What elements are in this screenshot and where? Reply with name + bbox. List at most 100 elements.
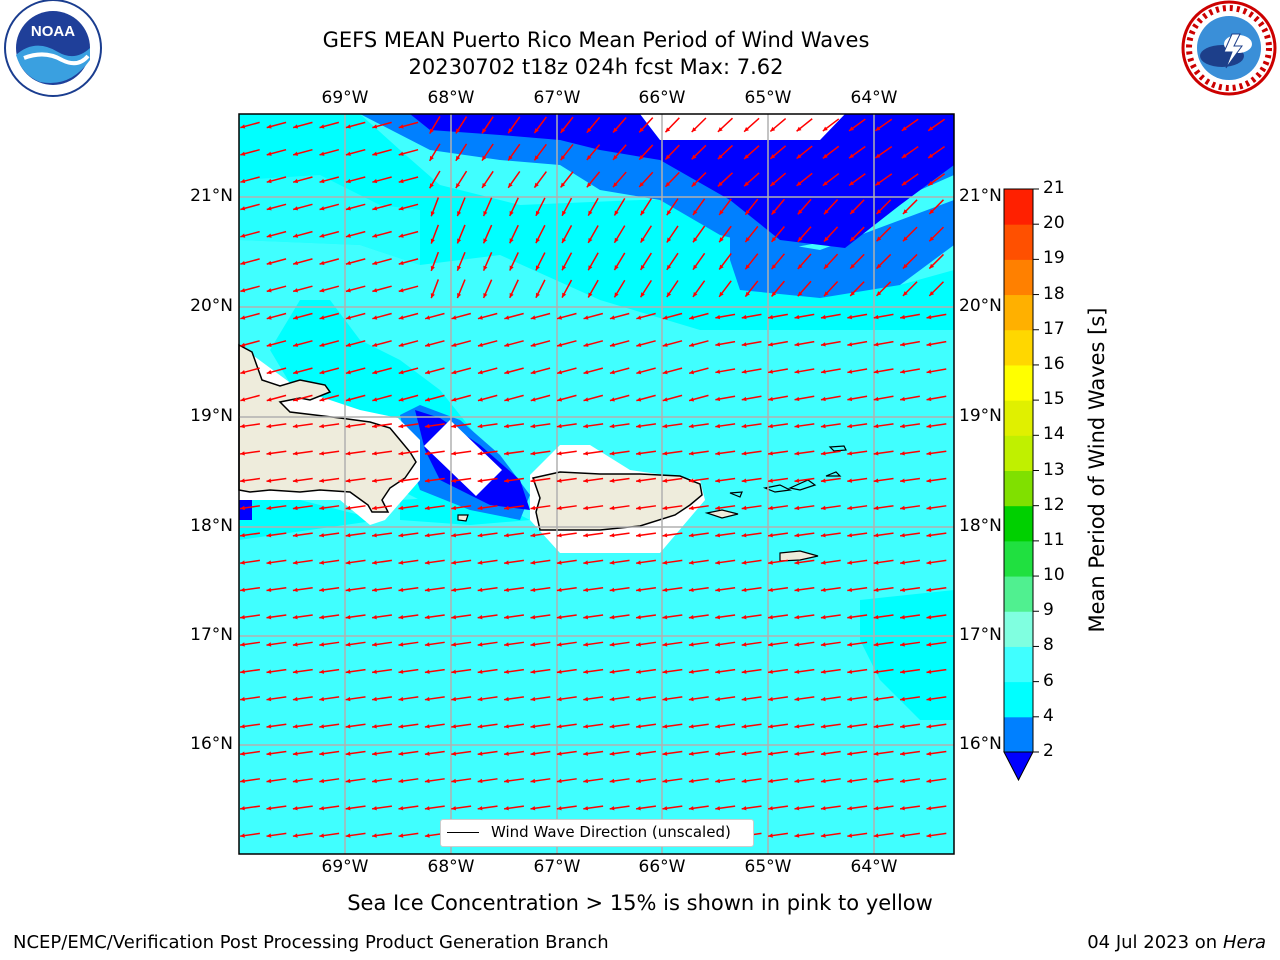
- colorbar-tick-label: 18: [1043, 283, 1065, 304]
- lon-label-bottom: 67°W: [533, 857, 581, 877]
- wave-arrow-head: [504, 587, 509, 593]
- wave-arrow-head: [398, 833, 404, 838]
- wave-arrow-head: [483, 238, 488, 244]
- wave-arrow-head: [451, 669, 457, 674]
- wave-arrow-head: [556, 806, 562, 811]
- wave-arrow-head: [794, 533, 800, 538]
- wave-arrow-head: [744, 127, 749, 132]
- wave-arrow-head: [768, 560, 773, 565]
- colorbar-segment: [1004, 364, 1033, 401]
- wave-arrow-head: [372, 669, 377, 674]
- wave-arrow-head: [292, 533, 298, 538]
- wave-arrow-head: [372, 505, 377, 511]
- wave-arrow-head: [662, 751, 668, 756]
- wave-arrow-head: [398, 342, 404, 347]
- wave-arrow-head: [560, 127, 566, 133]
- wave-arrow-head: [900, 833, 905, 838]
- wave-arrow-head: [530, 370, 536, 375]
- wave-arrow-head: [820, 669, 826, 674]
- wave-arrow-head: [240, 505, 245, 511]
- legend-line-sample: [447, 832, 479, 833]
- wave-arrow-head: [562, 292, 567, 298]
- wave-arrow-head: [873, 778, 879, 784]
- wave-arrow-head: [928, 153, 934, 159]
- wave-arrow-head: [662, 806, 668, 811]
- wave-arrow-head: [293, 178, 299, 184]
- wave-arrow-head: [666, 237, 672, 243]
- wave-arrow-head: [583, 397, 589, 402]
- wave-arrow-head: [372, 151, 378, 156]
- wave-arrow-head: [477, 533, 483, 538]
- colorbar-tick-label: 11: [1043, 529, 1065, 550]
- wave-arrow-head: [820, 478, 826, 483]
- lat-label-right: 17°N: [959, 625, 1002, 645]
- wave-arrow-head: [662, 642, 668, 647]
- colorbar-segment: [1004, 681, 1033, 718]
- wave-arrow-head: [372, 342, 378, 347]
- wave-arrow-head: [530, 451, 536, 456]
- wave-arrow-head: [692, 292, 698, 297]
- wave-arrow-head: [509, 238, 514, 244]
- wave-arrow-head: [636, 533, 641, 538]
- wave-arrow-head: [457, 265, 462, 271]
- wave-arrow-head: [900, 751, 905, 756]
- wave-arrow-head: [534, 128, 539, 134]
- wave-arrow-head: [873, 833, 879, 838]
- wave-arrow-head: [240, 533, 245, 538]
- wave-arrow-head: [398, 178, 404, 184]
- wave-arrow-head: [873, 533, 879, 538]
- wave-arrow-head: [873, 724, 879, 729]
- wave-arrow-head: [745, 209, 750, 215]
- wave-arrow-head: [429, 183, 434, 189]
- wave-arrow-head: [266, 423, 272, 429]
- wave-arrow-head: [902, 291, 908, 296]
- wave-arrow-head: [636, 451, 641, 456]
- sea-ice-caption: Sea Ice Concentration > 15% is shown in …: [347, 891, 933, 915]
- wave-arrow-head: [293, 260, 299, 266]
- wave-arrow-head: [688, 696, 694, 702]
- wave-arrow-head: [530, 315, 536, 320]
- wave-arrow-head: [636, 370, 642, 375]
- wave-arrow-head: [451, 615, 457, 620]
- wave-arrow-head: [847, 833, 853, 838]
- wave-arrow-head: [636, 615, 641, 620]
- wave-arrow-head: [662, 724, 668, 729]
- wave-arrow-head: [556, 478, 562, 483]
- wave-arrow-head: [530, 669, 536, 674]
- wave-arrow-head: [240, 260, 246, 266]
- wave-arrow-head: [556, 778, 562, 784]
- wave-arrow-head: [562, 265, 567, 271]
- wave-arrow-head: [477, 642, 483, 647]
- map-legend: Wind Wave Direction (unscaled): [440, 819, 754, 847]
- wave-arrow-head: [372, 260, 378, 266]
- lon-label-bottom: 69°W: [321, 857, 369, 877]
- wave-arrow-head: [482, 128, 487, 134]
- wave-arrow-head: [688, 587, 694, 593]
- wave-arrow-head: [477, 587, 483, 593]
- wave-arrow-head: [745, 264, 750, 270]
- wave-arrow-head: [662, 696, 668, 702]
- wave-arrow-head: [556, 423, 562, 429]
- wave-arrow-head: [240, 696, 245, 702]
- wave-arrow-head: [794, 423, 800, 429]
- wave-arrow-head: [266, 178, 272, 184]
- wave-arrow-head: [741, 423, 747, 429]
- wave-arrow-head: [717, 154, 723, 160]
- wave-arrow-head: [688, 669, 694, 674]
- wave-arrow-head: [319, 642, 325, 647]
- wave-arrow-head: [688, 423, 694, 429]
- wave-arrow-head: [588, 292, 593, 298]
- wave-arrow-head: [319, 751, 325, 756]
- wave-arrow-head: [530, 751, 536, 756]
- wave-arrow-head: [266, 478, 272, 483]
- wave-arrow-head: [425, 370, 431, 375]
- wave-arrow-head: [240, 724, 245, 729]
- wave-arrow-head: [477, 669, 483, 674]
- wave-arrow-head: [398, 587, 404, 593]
- wave-arrow-head: [820, 806, 826, 811]
- wave-arrow-head: [345, 696, 351, 702]
- wave-arrow-head: [530, 505, 536, 511]
- wave-arrow-head: [609, 423, 615, 429]
- wave-arrow-head: [613, 127, 618, 133]
- colorbar-tick-label: 19: [1043, 248, 1065, 269]
